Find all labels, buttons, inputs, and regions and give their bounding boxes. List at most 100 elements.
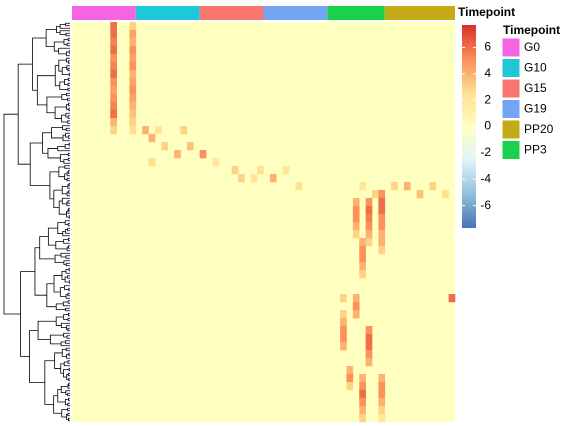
dendrogram-branch	[66, 335, 70, 339]
dendrogram-branch	[68, 417, 70, 422]
annotation-segment	[263, 6, 328, 20]
dendrogram-branch	[63, 260, 70, 265]
dendrogram-branch	[67, 227, 70, 232]
heatmap-cell	[269, 174, 277, 183]
heatmap-cell	[359, 270, 366, 279]
heatmap-cell	[359, 398, 366, 407]
heatmap-cell	[359, 382, 366, 391]
dendrogram-branch	[68, 312, 70, 317]
heatmap-cell	[142, 126, 149, 135]
dendrogram-branch	[67, 87, 70, 92]
heatmap-cell	[340, 318, 347, 327]
colorbar-tick-label: 2	[484, 92, 491, 106]
heatmap-cell	[359, 406, 366, 415]
heatmap-cell	[282, 166, 290, 175]
dendrogram-branch	[67, 360, 70, 364]
heatmap-cell	[442, 190, 449, 199]
dendrogram-branch	[55, 240, 68, 250]
dendrogram-branch	[44, 360, 55, 405]
colorbar-tick-label: -6	[480, 198, 491, 212]
heatmap-cell	[129, 118, 137, 127]
heatmap-cell	[129, 102, 137, 111]
heatmap-cell	[352, 206, 360, 215]
dendrogram-branch	[54, 352, 63, 369]
dendrogram-branch	[68, 207, 70, 212]
heatmap-cell	[359, 254, 366, 263]
dendrogram-branch	[67, 392, 70, 397]
heatmap-cell	[378, 206, 386, 215]
dendrogram-branch	[68, 397, 70, 402]
heatmap-cell	[110, 70, 117, 79]
dendrogram-branch	[61, 67, 70, 75]
heatmap-cell	[359, 390, 366, 399]
dendrogram-branch	[60, 341, 70, 347]
dendrogram-branch	[55, 303, 66, 310]
heatmap-cell	[365, 334, 373, 343]
dendrogram-branch	[45, 29, 57, 47]
dendrogram-branch	[65, 390, 70, 395]
colorbar-tick-label: -2	[480, 145, 491, 159]
dendrogram-branch	[65, 32, 70, 37]
dendrogram-branch	[32, 37, 47, 91]
dendrogram-branch	[68, 142, 70, 147]
dendrogram-branch	[67, 157, 70, 162]
dendrogram-branch	[46, 283, 57, 308]
heatmap-cell	[365, 326, 373, 335]
dendrogram-branch	[20, 271, 35, 357]
dendrogram-branch	[63, 285, 70, 290]
legend-label: G0	[524, 40, 540, 54]
heatmap-cell	[359, 374, 366, 383]
dendrogram-branch	[63, 332, 70, 338]
dendrogram-branch	[59, 24, 70, 29]
dendrogram-branch	[66, 57, 70, 63]
dendrogram-branch	[68, 170, 70, 174]
dendrogram-branch	[59, 30, 70, 35]
dendrogram-branch	[63, 239, 70, 244]
heatmap-cell	[129, 126, 137, 135]
dendrogram-branch	[47, 148, 61, 159]
heatmap-cell	[237, 174, 245, 183]
dendrogram-branch	[51, 127, 64, 139]
dendrogram-branch	[39, 236, 56, 260]
dendrogram-branch	[67, 77, 70, 82]
dendrogram-branch	[68, 50, 70, 54]
heatmap-cell	[129, 78, 137, 87]
dendrogram-branch	[65, 269, 70, 274]
colorbar-tick-label: 0	[484, 119, 491, 133]
dendrogram-branch	[67, 412, 70, 417]
heatmap-cell	[154, 126, 162, 135]
heatmap-cell	[186, 142, 194, 151]
heatmap-cell	[352, 302, 360, 311]
dendrogram-branch	[67, 292, 70, 297]
dendrogram-branch	[58, 59, 67, 72]
dendrogram-branch	[64, 165, 70, 169]
heatmap-cell	[365, 350, 373, 359]
dendrogram-branch	[67, 317, 70, 322]
heatmap-cell	[340, 294, 347, 303]
dendrogram-branch	[61, 270, 66, 280]
heatmap-cell	[110, 86, 117, 95]
heatmap-cell	[129, 54, 137, 63]
heatmap-cell	[295, 182, 303, 191]
heatmap-cell	[359, 246, 366, 255]
heatmap-cell	[359, 262, 366, 271]
heatmap-cell	[110, 38, 117, 47]
dendrogram-branch	[67, 407, 70, 412]
dendrogram-branch	[63, 159, 70, 164]
heatmap-cell	[403, 182, 411, 191]
dendrogram-branch	[67, 200, 70, 204]
heatmap-cell	[199, 150, 207, 159]
heatmap-cell	[352, 198, 360, 207]
heatmap-cell	[110, 46, 117, 55]
heatmap-cell	[148, 134, 156, 143]
dendrogram-branch	[59, 287, 67, 297]
dendrogram-branch	[68, 280, 70, 284]
dendrogram-branch	[63, 39, 69, 45]
annotation-segment	[135, 6, 200, 20]
heatmap-cell	[110, 102, 117, 111]
heatmap-cell	[129, 62, 137, 71]
dendrogram-branch	[67, 135, 70, 139]
heatmap-cell	[129, 30, 137, 39]
heatmap-cell	[365, 222, 373, 231]
heatmap-cell	[340, 342, 347, 351]
